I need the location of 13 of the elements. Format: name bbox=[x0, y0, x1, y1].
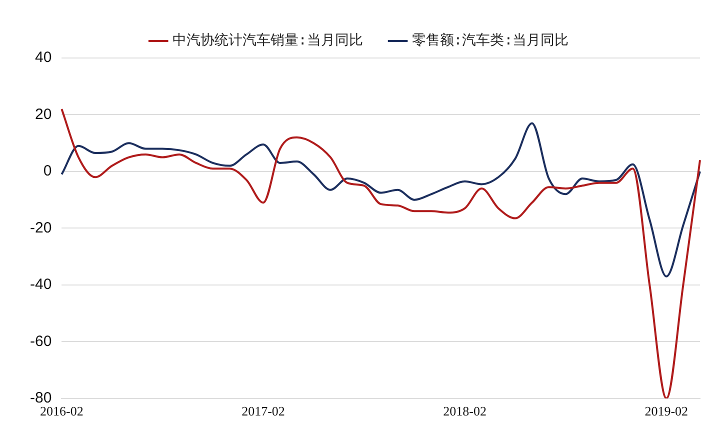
x-tick-label: 2017-02 bbox=[242, 404, 285, 419]
y-tick-label: -20 bbox=[30, 219, 52, 236]
y-tick-label: 20 bbox=[34, 106, 52, 123]
line-series bbox=[60, 122, 701, 278]
line-series bbox=[60, 108, 701, 398]
y-tick-label: -60 bbox=[30, 332, 52, 350]
legend-label: 零售额:汽车类:当月同比 bbox=[412, 32, 569, 49]
y-tick-label: -40 bbox=[30, 276, 52, 294]
legend-label: 中汽协统计汽车销量:当月同比 bbox=[172, 32, 363, 49]
x-tick-label: 2018-02 bbox=[443, 404, 486, 419]
y-tick-label: 0 bbox=[43, 162, 52, 180]
x-tick-label: 2019-02 bbox=[644, 404, 688, 419]
y-tick-label: 40 bbox=[34, 49, 52, 66]
